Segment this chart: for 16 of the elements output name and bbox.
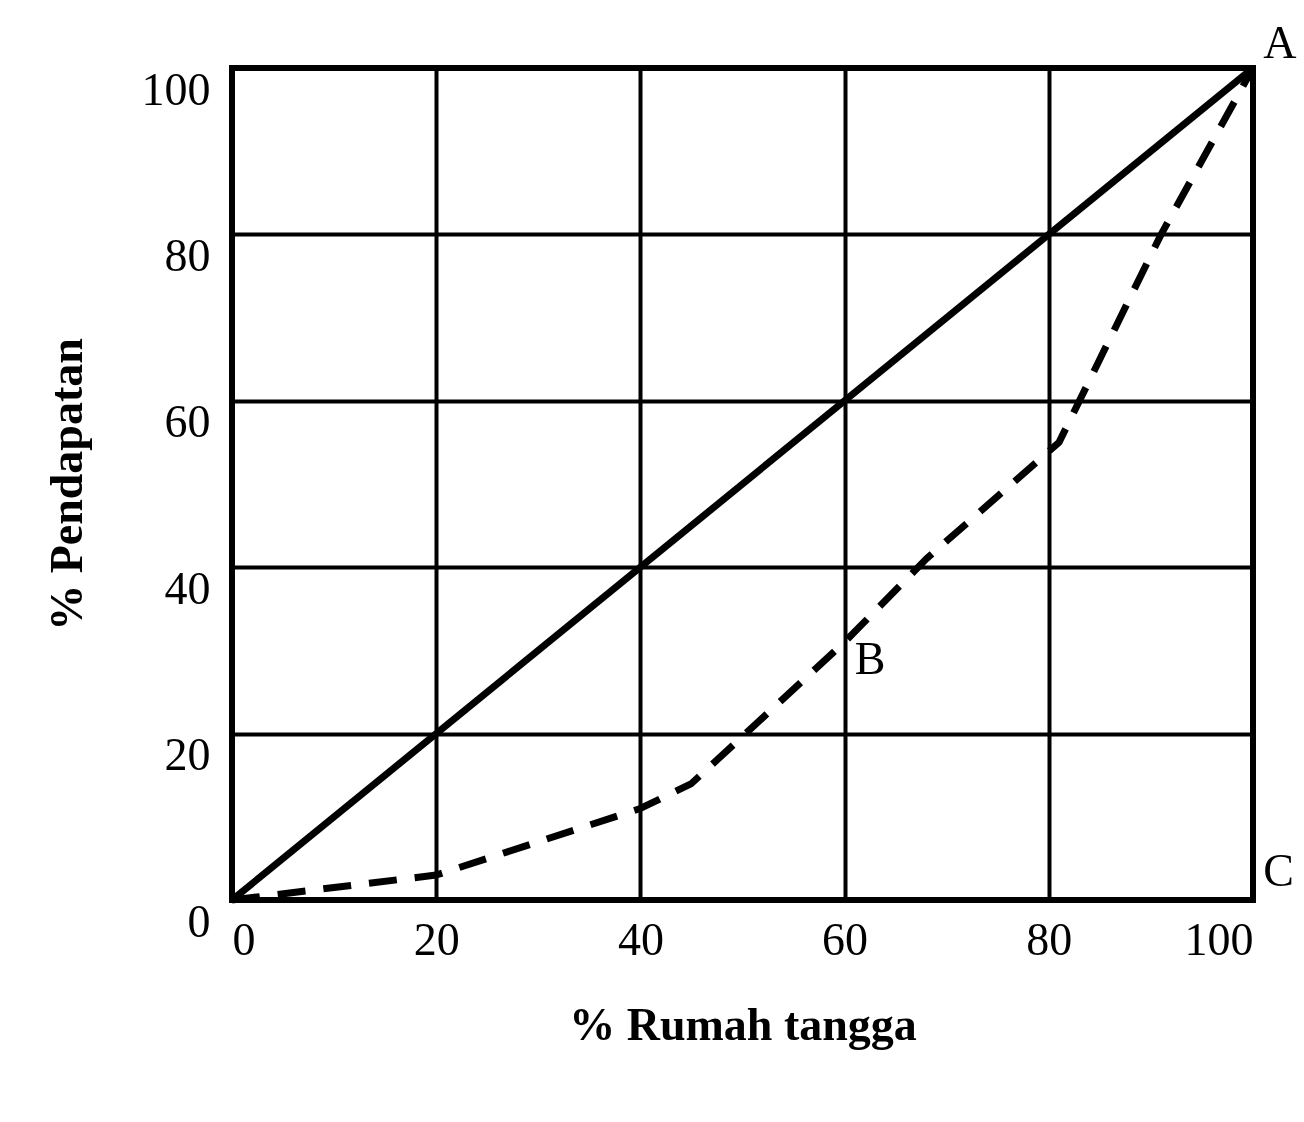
x-tick-label: 80 bbox=[1026, 913, 1073, 965]
y-tick-label: 60 bbox=[164, 396, 211, 448]
text: C bbox=[1263, 844, 1294, 896]
y-tick-label: 100 bbox=[141, 63, 211, 115]
y-tick-label: 20 bbox=[164, 729, 211, 781]
y-axis-title: % Pendapatan bbox=[40, 338, 92, 631]
x-axis-title: % Rumah tangga bbox=[569, 998, 917, 1050]
x-tick-label: 100 bbox=[1184, 913, 1254, 965]
x-tick-label: 40 bbox=[617, 913, 664, 965]
y-tick-label: 40 bbox=[164, 562, 211, 614]
y-tick-label: 80 bbox=[164, 229, 211, 281]
x-tick-label: 20 bbox=[413, 913, 460, 965]
x-tick-label: 0 bbox=[232, 913, 256, 965]
x-tick-label: 60 bbox=[822, 913, 869, 965]
annotation: B bbox=[854, 632, 886, 684]
text: A bbox=[1263, 17, 1297, 68]
